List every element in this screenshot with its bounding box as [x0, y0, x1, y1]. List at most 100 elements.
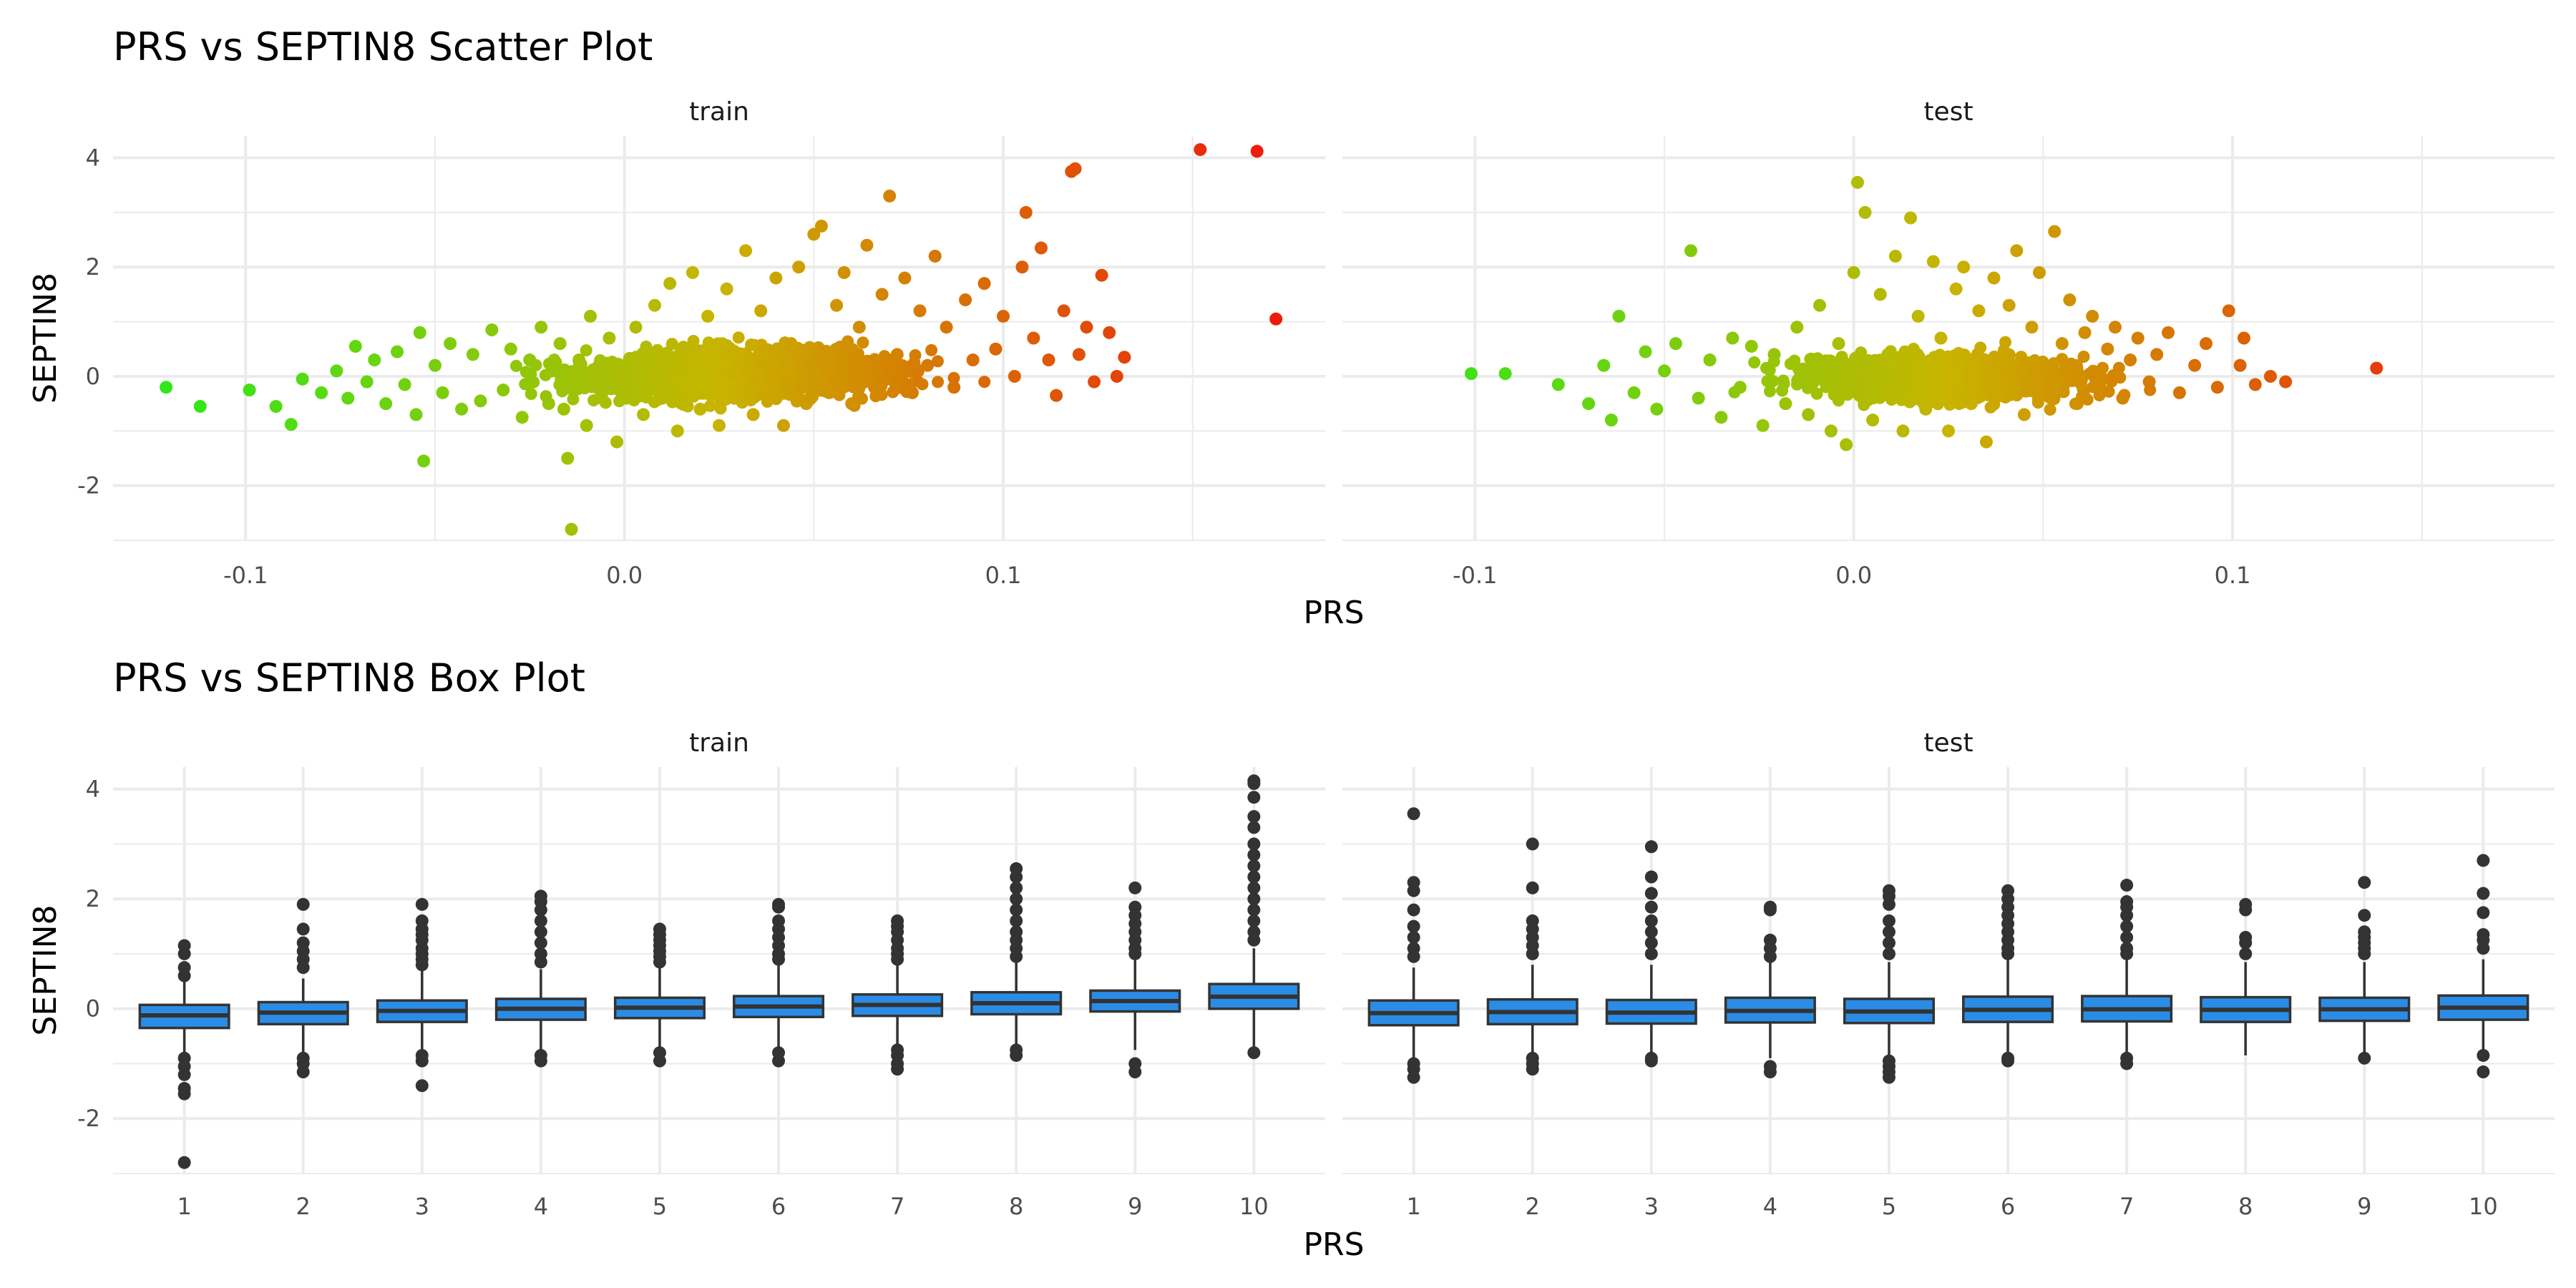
- scatter-point: [368, 353, 381, 367]
- box-outlier: [1247, 903, 1261, 917]
- scatter-point: [848, 376, 861, 389]
- scatter-point: [2086, 309, 2099, 323]
- scatter-point: [284, 418, 298, 431]
- box-outlier: [1407, 1070, 1420, 1084]
- scatter-point: [523, 353, 537, 367]
- scatter-point: [455, 402, 469, 416]
- scatter-point: [852, 347, 864, 360]
- scatter-point: [417, 454, 431, 468]
- x-tick-label: 8: [2238, 1193, 2253, 1220]
- scatter-point: [633, 364, 646, 377]
- scatter-point: [1763, 385, 1776, 398]
- scatter-point: [1942, 424, 1955, 438]
- scatter-point: [1118, 351, 1131, 364]
- scatter-point: [1650, 402, 1664, 416]
- scatter-point: [769, 271, 783, 285]
- scatter-point: [1464, 367, 1478, 381]
- scatter-point: [269, 399, 283, 413]
- scatter-point: [828, 376, 841, 389]
- y-tick-label: 0: [86, 363, 100, 390]
- box-outlier: [1247, 810, 1261, 824]
- scatter-point: [2370, 361, 2384, 375]
- box-plot: train 1 2 3 4 5 6 7 8 9 10 test 1 2 3 4 5 6 7 8 9 10 -2 0 2 4 PRS S…: [27, 728, 2555, 1263]
- scatter-notable-points: [1464, 175, 2384, 452]
- box-outlier: [2477, 942, 2490, 955]
- scatter-point: [1896, 424, 1910, 438]
- scatter-point: [1604, 414, 1618, 427]
- scatter-point: [525, 367, 537, 380]
- facet-label-test: test: [1923, 728, 1973, 758]
- box-outlier: [415, 897, 429, 911]
- scatter-point: [687, 334, 700, 347]
- box-outlier: [2239, 903, 2253, 917]
- scatter-point: [1756, 419, 1770, 432]
- x-tick-label: 0.0: [606, 562, 643, 589]
- scatter-point: [1080, 321, 1093, 334]
- scatter-point: [2162, 326, 2175, 339]
- scatter-point: [732, 331, 745, 344]
- box-outlier: [177, 1087, 191, 1101]
- box-outlier: [1247, 859, 1261, 873]
- box-8: [970, 862, 1063, 1062]
- box-outlier: [1247, 914, 1261, 927]
- box-outlier: [1882, 947, 1896, 960]
- scatter-panel-train: train -0.1 0.0 0.1: [113, 97, 1325, 589]
- scatter-panel-test: test -0.1 0.0 0.1: [1342, 97, 2555, 589]
- scatter-point: [509, 359, 522, 372]
- scatter-point: [2081, 393, 2094, 406]
- scatter-cloud: [509, 331, 991, 415]
- box-outlier: [1247, 821, 1261, 834]
- box-outlier: [1526, 1063, 1539, 1076]
- scatter-point: [673, 378, 686, 391]
- scatter-point: [525, 387, 537, 400]
- scatter-point: [739, 244, 753, 258]
- x-tick-label: 4: [534, 1193, 548, 1220]
- box-outlier: [1010, 1048, 1023, 1062]
- scatter-point: [1498, 367, 1512, 381]
- scatter-point: [2022, 356, 2035, 369]
- scatter-point: [553, 379, 566, 391]
- scatter-point: [2055, 337, 2069, 351]
- scatter-point: [2222, 304, 2235, 318]
- box-outlier: [1526, 947, 1539, 960]
- scatter-point: [1019, 205, 1033, 219]
- scatter-point: [1972, 304, 1986, 318]
- scatter-point: [584, 309, 597, 323]
- scatter-point: [2279, 375, 2293, 389]
- scatter-point: [631, 383, 644, 396]
- scatter-point: [1866, 414, 1880, 427]
- scatter-point: [889, 376, 902, 389]
- box-outlier: [1010, 892, 1023, 906]
- scatter-point: [676, 353, 689, 366]
- scatter-point: [703, 399, 716, 412]
- box-outlier: [772, 900, 786, 914]
- box-outlier: [2001, 1054, 2015, 1068]
- scatter-point: [1957, 260, 1971, 274]
- scatter-point: [2108, 321, 2122, 334]
- box-outlier: [1644, 925, 1658, 939]
- scatter-point: [1551, 378, 1565, 391]
- scatter-point: [1657, 364, 1671, 378]
- y-axis-label: SEPTIN8: [27, 904, 64, 1035]
- box-outlier: [1644, 1054, 1658, 1068]
- scatter-point: [2057, 386, 2070, 399]
- scatter-point: [1839, 379, 1852, 392]
- scatter-point: [830, 298, 844, 312]
- scatter-point: [1692, 391, 1705, 405]
- x-tick-label: 4: [1763, 1193, 1777, 1220]
- scatter-point: [728, 344, 741, 357]
- scatter-point: [2078, 326, 2092, 339]
- scatter-point: [1057, 304, 1070, 318]
- scatter-point: [1987, 271, 2001, 285]
- scatter-point: [1008, 369, 1021, 383]
- scatter-point: [784, 384, 796, 397]
- scatter-point: [391, 345, 404, 358]
- scatter-point: [2248, 378, 2262, 391]
- scatter-point: [989, 342, 1002, 356]
- x-tick-label: 7: [890, 1193, 904, 1220]
- scatter-point: [662, 353, 675, 366]
- scatter-point: [693, 402, 707, 416]
- x-tick-label: 0.0: [1835, 562, 1872, 589]
- scatter-point: [1684, 244, 1698, 258]
